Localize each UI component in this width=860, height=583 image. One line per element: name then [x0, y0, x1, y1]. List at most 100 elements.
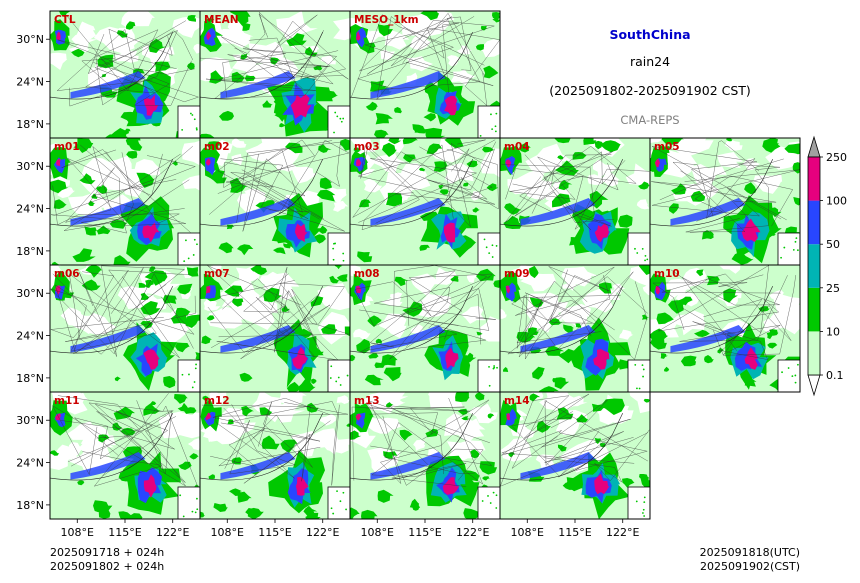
rain-cell — [642, 314, 650, 320]
panel-label: m01 — [54, 141, 80, 153]
inset-rain-dot — [641, 364, 644, 367]
rain-cell — [172, 160, 179, 166]
colorbar-swatch — [808, 200, 820, 245]
coastline — [500, 159, 623, 227]
rain-cell — [329, 275, 340, 284]
lon-tick-label: 108°E — [511, 526, 544, 539]
coastline — [200, 159, 323, 227]
rain-cell — [201, 335, 212, 345]
dry-area — [350, 265, 361, 278]
rain-cell — [680, 355, 697, 367]
rain-cell — [671, 183, 687, 195]
rain-cell — [219, 110, 235, 121]
rain-cell — [85, 265, 103, 278]
lon-tick-label: 115°E — [408, 526, 441, 539]
panel-m04: m04 — [499, 137, 651, 266]
dry-area — [410, 273, 441, 297]
inset-rain-dot — [193, 238, 196, 241]
rain-cell — [594, 140, 604, 150]
rain-cell — [84, 226, 97, 236]
dry-area — [642, 285, 650, 296]
inset-rain-dot — [179, 494, 182, 497]
dry-area — [236, 296, 278, 330]
inset-rain-dot — [488, 252, 491, 254]
coastal-rainband — [370, 324, 446, 353]
lon-tick-label: 115°E — [258, 526, 291, 539]
rain-cell — [96, 225, 111, 235]
coastline — [500, 413, 623, 481]
dry-area — [690, 164, 727, 189]
inset-rain-dot — [634, 363, 637, 366]
rain-cell — [402, 138, 418, 145]
dry-area — [187, 438, 200, 451]
rain-cell — [140, 301, 161, 316]
province-boundary — [64, 12, 159, 106]
lon-tick-label: 122°E — [306, 526, 339, 539]
inset-rain-dot — [492, 491, 495, 494]
rain-cell — [140, 321, 153, 329]
inset-rain-dot — [794, 381, 797, 384]
lat-tick-label: 18°N — [16, 372, 44, 385]
rain-cell — [126, 21, 136, 30]
panel-label: m05 — [654, 141, 680, 153]
inset-rain-dot — [489, 502, 492, 504]
colorbar-tick-label: 10 — [826, 325, 840, 338]
dry-area — [363, 178, 383, 193]
rain-cell — [237, 244, 254, 256]
rain-cell — [264, 200, 275, 206]
valid-time-utc: 2025091818(UTC) — [700, 546, 800, 559]
inset-rain-dot — [334, 242, 336, 245]
rain-cell — [374, 318, 382, 323]
typhoon-rain-extreme — [593, 349, 610, 370]
panel-label: m09 — [504, 268, 530, 280]
province-boundary — [81, 28, 173, 88]
province-boundary — [52, 405, 186, 487]
rain-cell — [189, 453, 199, 460]
lat-tick-label: 30°N — [16, 414, 44, 427]
dry-area — [500, 308, 507, 319]
inset-rain-dot — [342, 491, 345, 494]
inset-rain-dot — [342, 252, 345, 255]
dry-area — [587, 174, 606, 185]
dry-area — [251, 392, 283, 423]
rain-cell — [286, 381, 301, 392]
typhoon-rain-extreme — [744, 347, 758, 370]
nw-rainband-peak — [56, 31, 61, 41]
province-boundary — [365, 406, 465, 434]
scs-inset — [327, 486, 351, 520]
inset-rain-dot — [641, 247, 644, 250]
rain-cell — [487, 413, 495, 419]
colorbar: 0.1 10 25 50 100 250 — [807, 135, 847, 397]
variable-title: rain24 — [630, 54, 670, 69]
colorbar-swatch — [808, 157, 820, 201]
inset-rain-dot — [642, 368, 645, 371]
inset-rain-dot — [182, 515, 185, 518]
rain-cell — [704, 355, 714, 364]
rain-cell — [622, 478, 635, 488]
rain-cell — [50, 179, 69, 194]
dry-area — [208, 392, 227, 406]
rain-cell — [394, 276, 409, 287]
rain-cell — [262, 100, 273, 108]
rain-cell — [643, 398, 650, 403]
colorbar-tick-label: 0.1 — [826, 369, 844, 382]
dry-area — [203, 431, 218, 442]
rain-cell — [402, 301, 423, 317]
province-boundary — [651, 158, 784, 203]
province-boundary — [509, 156, 619, 200]
province-boundary — [514, 154, 612, 231]
province-boundary — [211, 273, 290, 348]
inset-rain-dot — [335, 380, 338, 383]
rain-cell — [537, 420, 551, 433]
rain-cell — [304, 46, 318, 57]
panel-m14: m14 — [499, 391, 651, 520]
province-boundary — [92, 152, 186, 226]
rain-cell — [639, 265, 650, 275]
rain-cell — [470, 449, 480, 459]
rain-cell — [583, 138, 597, 145]
coastal-rainband — [520, 324, 596, 353]
rain-cell — [254, 267, 268, 275]
rain-cell — [554, 377, 570, 390]
dry-area — [769, 289, 786, 300]
inset-rain-dot — [332, 512, 335, 515]
